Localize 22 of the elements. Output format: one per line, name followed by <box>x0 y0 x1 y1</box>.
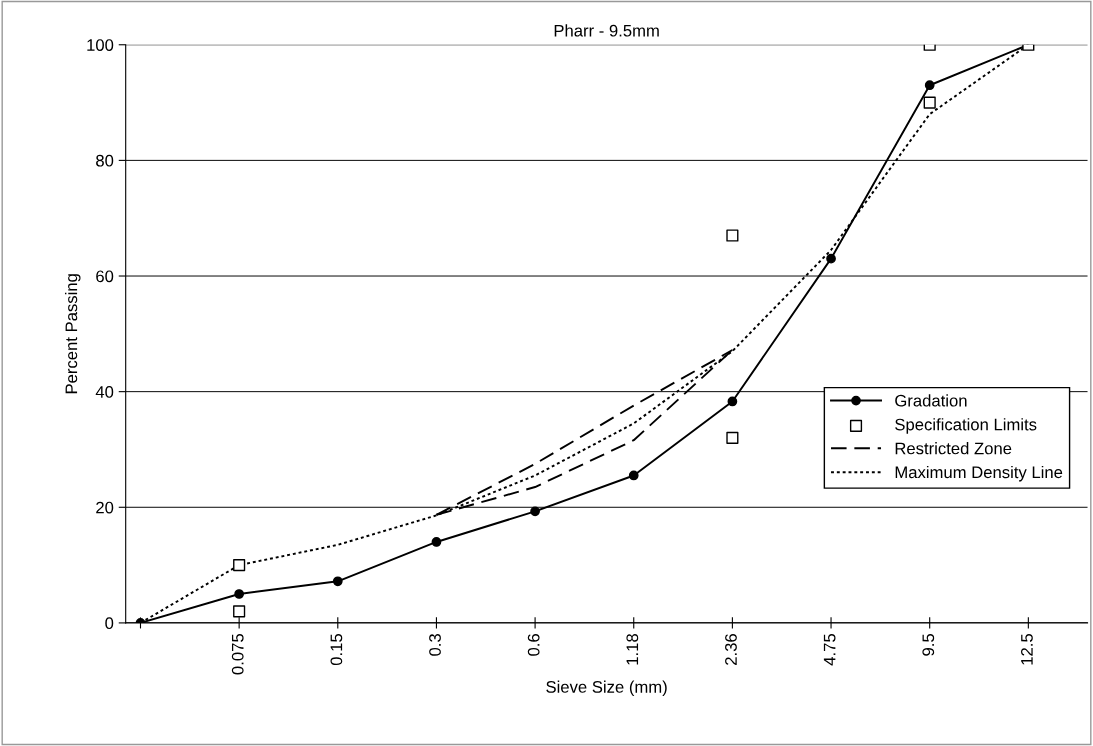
y-axis-title: Percent Passing <box>64 274 81 394</box>
x-tick-label: 2.36 <box>725 634 737 665</box>
x-tick-label: 0.3 <box>429 634 441 656</box>
y-tick-label: 100 <box>87 39 114 51</box>
x-tick-label: 1.18 <box>626 634 639 665</box>
x-tick-label: 9.5 <box>922 634 935 656</box>
x-tick-label: 12.5 <box>1021 634 1033 665</box>
y-tick-label: 20 <box>96 501 114 514</box>
legend-label: Gradation <box>895 394 967 407</box>
chart-title: Pharr - 9.5mm <box>554 24 659 37</box>
x-tick-label: 4.75 <box>823 634 836 666</box>
y-tick-label: 60 <box>96 270 114 283</box>
legend-label: Specification Limits <box>895 418 1037 434</box>
legend-label: Maximum Density Line <box>895 465 1063 482</box>
y-tick-label: 80 <box>96 154 114 167</box>
y-tick-label: 0 <box>105 617 114 630</box>
legend-label: Restricted Zone <box>895 442 1012 455</box>
x-axis-title: Sieve Size (mm) <box>546 680 667 697</box>
x-tick-label: 0.075 <box>231 634 244 675</box>
y-tick-label: 40 <box>95 386 114 398</box>
x-tick-label: 0.15 <box>330 634 343 666</box>
x-tick-label: 0.6 <box>527 634 540 656</box>
